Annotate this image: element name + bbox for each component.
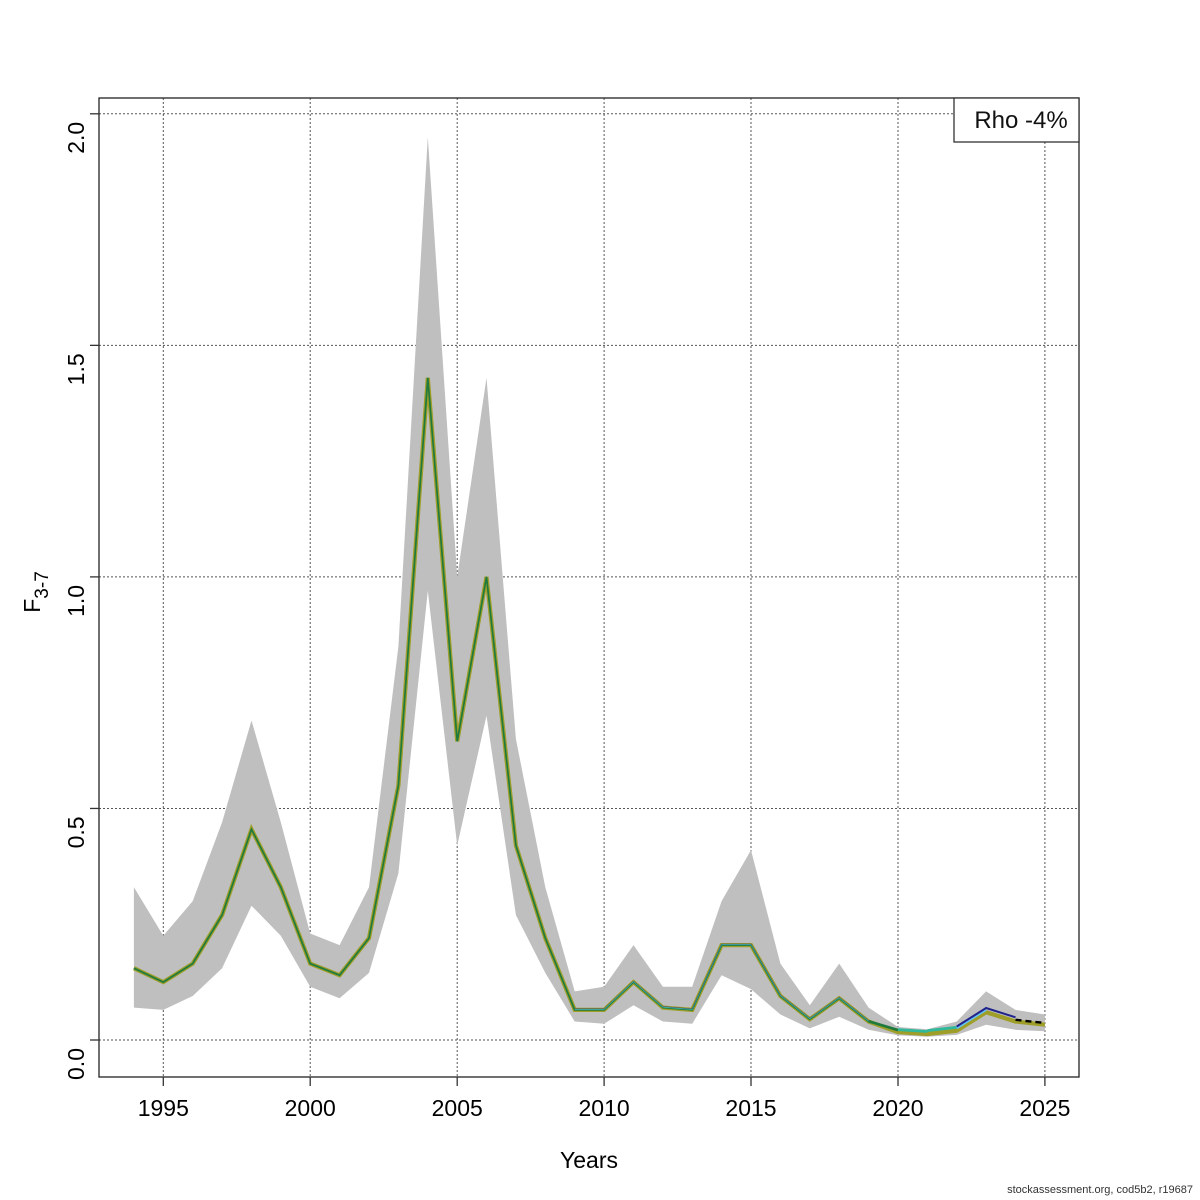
svg-text:1.0: 1.0 — [63, 585, 89, 617]
svg-text:1995: 1995 — [138, 1095, 189, 1121]
svg-text:2005: 2005 — [432, 1095, 483, 1121]
svg-text:2000: 2000 — [285, 1095, 336, 1121]
svg-text:2020: 2020 — [872, 1095, 923, 1121]
svg-text:2015: 2015 — [725, 1095, 776, 1121]
svg-text:0.5: 0.5 — [63, 816, 89, 848]
svg-text:stockassessment.org, cod5b2, r: stockassessment.org, cod5b2, r19687 — [1007, 1184, 1193, 1196]
svg-text:1.5: 1.5 — [63, 353, 89, 385]
svg-text:2025: 2025 — [1019, 1095, 1070, 1121]
svg-text:Rho -4%: Rho -4% — [974, 107, 1067, 134]
svg-text:0.0: 0.0 — [63, 1048, 89, 1080]
svg-text:2010: 2010 — [579, 1095, 630, 1121]
svg-text:2.0: 2.0 — [63, 122, 89, 154]
svg-text:Years: Years — [560, 1147, 618, 1173]
svg-text:F3-7: F3-7 — [19, 571, 53, 613]
